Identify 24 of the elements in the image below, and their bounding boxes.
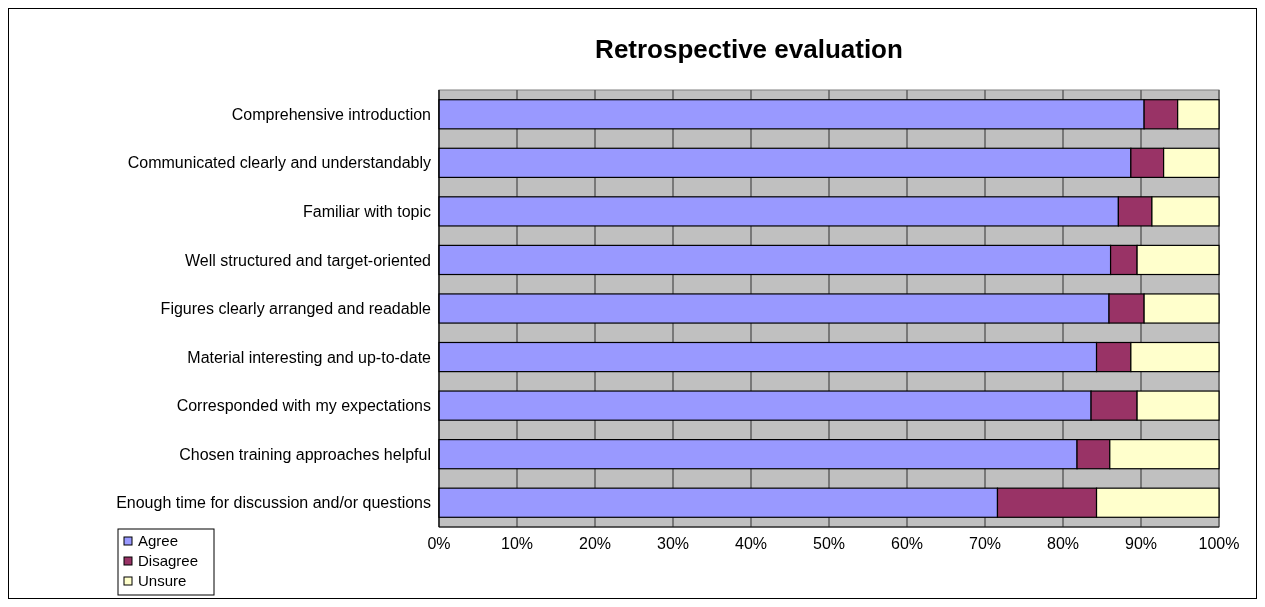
x-tick-label: 90%	[1124, 535, 1158, 552]
y-tick-label: Well structured and target-oriented	[184, 251, 431, 269]
y-tick-label: Chosen training approaches helpful	[179, 445, 431, 463]
y-tick-label: Material interesting and up-to-date	[187, 348, 432, 366]
x-tick-label: 10%	[500, 535, 534, 552]
x-tick-label: 40%	[734, 535, 768, 552]
y-tick-label: Corresponded with my expectations	[176, 397, 431, 415]
x-tick-label: 20%	[578, 535, 612, 552]
x-tick-label: 60%	[890, 535, 924, 552]
legend-label: Agree	[138, 532, 179, 550]
y-tick-label: Enough time for discussion and/or questions	[116, 494, 431, 512]
legend-label: Disagree	[138, 552, 199, 570]
x-tick-label: 100%	[1198, 535, 1240, 552]
x-tick-label: 0%	[427, 535, 451, 552]
x-tick-label: 50%	[812, 535, 846, 552]
legend-label: Unsure	[138, 572, 187, 590]
x-tick-label: 70%	[968, 535, 1002, 552]
x-tick-label: 30%	[656, 535, 690, 552]
chart-title: Retrospective evaluation	[595, 34, 903, 64]
y-tick-label: Figures clearly arranged and readable	[160, 300, 432, 318]
y-tick-label: Familiar with topic	[302, 202, 431, 220]
x-tick-label: 80%	[1046, 535, 1080, 552]
y-tick-label: Comprehensive introduction	[231, 105, 431, 123]
y-tick-label: Communicated clearly and understandably	[127, 154, 431, 172]
